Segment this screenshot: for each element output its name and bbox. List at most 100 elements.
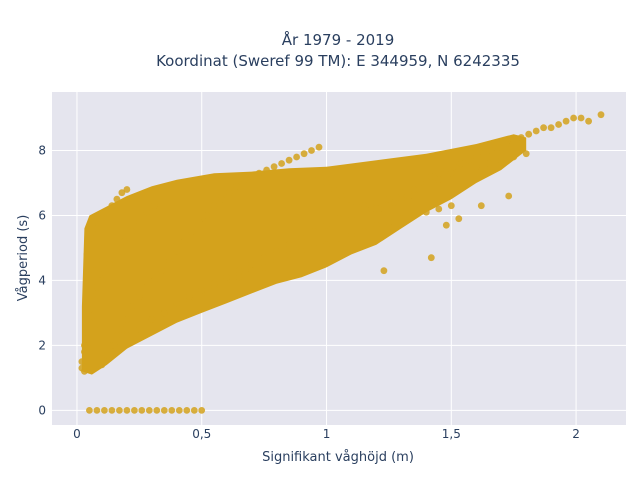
scatter-point <box>145 407 153 414</box>
scatter-point <box>148 316 156 323</box>
scatter-point <box>190 407 198 414</box>
scatter-point <box>323 221 330 229</box>
x-axis-title: Signifikant våghöjd (m) <box>262 450 414 465</box>
scatter-point <box>138 407 146 414</box>
scatter-point <box>91 322 98 330</box>
scatter-point <box>442 166 450 174</box>
scatter-point <box>383 202 390 210</box>
scatter-point <box>248 173 256 180</box>
scatter-point <box>338 192 345 200</box>
scatter-point <box>235 273 243 281</box>
scatter-point <box>360 205 368 213</box>
scatter-point <box>368 205 375 213</box>
scatter-point <box>143 208 151 216</box>
scatter-point <box>93 407 101 414</box>
scatter-point <box>522 150 530 158</box>
scatter-point <box>86 306 93 314</box>
scatter-point <box>298 234 305 242</box>
scatter-point <box>123 186 131 193</box>
scatter-point <box>198 407 206 414</box>
scatter-point <box>348 212 355 219</box>
scatter-point <box>103 208 111 216</box>
scatter-point <box>547 124 555 132</box>
scatter-point <box>390 199 398 206</box>
scatter-point <box>442 221 450 229</box>
scatter-point <box>315 143 323 151</box>
scatter-point <box>477 202 485 210</box>
scatter-point <box>108 202 116 210</box>
scatter-point <box>175 407 183 414</box>
scatter-point <box>78 358 86 365</box>
scatter-point <box>88 283 96 291</box>
scatter-point <box>422 179 430 187</box>
scatter-point <box>435 205 443 213</box>
scatter-point <box>310 244 318 252</box>
scatter-point <box>195 218 203 226</box>
scatter-point <box>203 212 211 219</box>
scatter-point <box>128 228 136 236</box>
scatter-point <box>427 254 435 262</box>
scatter-point <box>118 325 126 333</box>
scatter-point <box>385 195 393 203</box>
scatter-point <box>248 260 256 268</box>
x-tick-label: 0 <box>73 427 81 441</box>
scatter-point <box>116 407 123 414</box>
scatter-point <box>270 163 278 171</box>
scatter-point <box>86 345 93 353</box>
scatter-point <box>373 221 380 229</box>
scatter-point <box>308 147 315 154</box>
scatter-point <box>555 121 562 128</box>
scatter-point <box>93 225 101 232</box>
scatter-point <box>540 124 547 132</box>
scatter-point <box>225 189 233 197</box>
scatter-point <box>570 114 577 122</box>
scatter-point <box>562 117 570 125</box>
scatter-point <box>240 176 248 184</box>
scatter-point <box>113 195 121 203</box>
scatter-point <box>447 169 455 177</box>
scatter-point <box>353 199 360 206</box>
scatter-point <box>88 312 96 320</box>
scatter-point <box>96 244 103 252</box>
scatter-point <box>375 205 383 213</box>
scatter-point <box>273 247 280 255</box>
scatter-point <box>83 251 91 258</box>
x-tick-label: 1 <box>323 427 331 441</box>
y-tick-label: 4 <box>38 273 46 287</box>
scatter-point <box>510 137 518 145</box>
scatter-point <box>323 179 330 187</box>
scatter-point <box>248 267 256 275</box>
x-tick-label: 0,5 <box>192 427 211 441</box>
scatter-point <box>235 267 243 275</box>
scatter-point <box>168 407 176 414</box>
scatter-point <box>128 303 136 310</box>
scatter-point <box>135 325 143 333</box>
scatter-point <box>465 156 473 164</box>
scatter-point <box>385 218 393 226</box>
scatter-point <box>198 286 206 294</box>
scatter-point <box>472 153 480 161</box>
scatter-point <box>135 218 143 226</box>
scatter-point <box>101 407 108 414</box>
scatter-point <box>517 134 525 141</box>
scatter-point <box>532 127 540 135</box>
scatter-point <box>410 186 418 193</box>
scatter-point <box>435 176 443 184</box>
scatter-point <box>335 234 343 242</box>
scatter-point <box>123 332 131 340</box>
scatter-point <box>93 290 101 297</box>
scatter-point <box>81 342 88 349</box>
scatter-point <box>98 277 106 284</box>
scatter-point <box>165 257 173 265</box>
scatter-point <box>455 215 463 223</box>
scatter-point <box>223 273 231 281</box>
scatter-point <box>255 169 263 177</box>
scatter-point <box>510 153 518 161</box>
scatter-point <box>210 202 218 210</box>
scatter-point <box>153 407 161 414</box>
scatter-point <box>460 166 468 174</box>
scatter-point <box>480 150 488 158</box>
scatter-point <box>135 293 143 301</box>
scatter-point <box>457 160 465 167</box>
scatter-point <box>348 231 355 239</box>
